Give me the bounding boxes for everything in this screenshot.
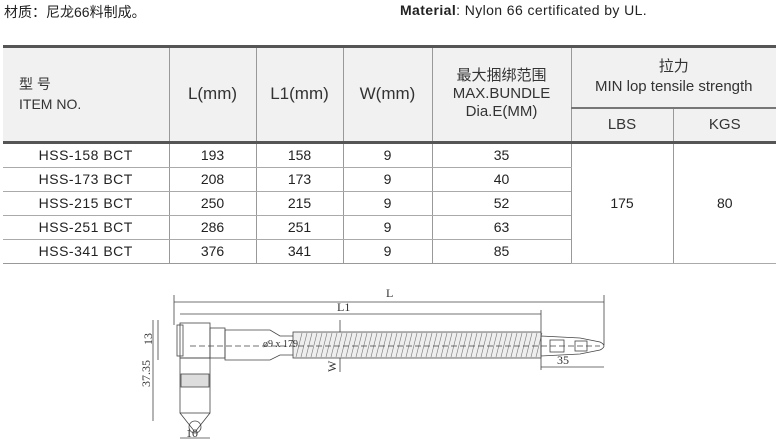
cell-W: 9	[342, 191, 433, 216]
material-chinese: 材质：尼龙66料制成。	[4, 4, 146, 20]
cell-L1: 158	[255, 142, 344, 168]
table-row: HSS-173 BCT 208 173 9 40	[3, 167, 776, 192]
cell-L1: 341	[255, 239, 344, 264]
cell-W: 9	[342, 215, 433, 240]
dim-35: 35	[557, 353, 569, 367]
header-W: W(mm)	[342, 45, 433, 142]
cell-L: 286	[168, 215, 257, 240]
table-row: HSS-158 BCT 193 158 9 35 175 80	[3, 142, 776, 264]
header-tensile: 拉力 MIN lop tensile strength	[570, 45, 776, 108]
cell-W: 9	[342, 142, 433, 168]
dim-L: L	[386, 286, 393, 300]
cell-E: 63	[431, 215, 571, 240]
cell-L: 376	[168, 239, 257, 264]
spec-table: 型 号 ITEM NO. L(mm) L1(mm) W(mm) 最大捆绑范围 MAX…	[3, 45, 776, 264]
cell-lbs: 175	[570, 142, 674, 264]
header-lbs: LBS	[571, 106, 674, 142]
header-kgs: KGS	[672, 106, 776, 142]
table-row: HSS-215 BCT 250 215 9 52	[3, 191, 776, 216]
cell-item: HSS-215 BCT	[3, 191, 170, 216]
cell-L1: 251	[255, 215, 344, 240]
dim-13: 13	[141, 333, 155, 345]
cell-item: HSS-158 BCT	[3, 142, 170, 168]
cell-item: HSS-341 BCT	[3, 239, 170, 264]
dim-10: 10	[186, 426, 198, 440]
dim-3735: 37.35	[139, 360, 153, 387]
cell-L: 250	[168, 191, 257, 216]
cell-L: 193	[168, 142, 257, 168]
cell-W: 9	[342, 167, 433, 192]
header-L1: L1(mm)	[255, 45, 344, 142]
table-row: HSS-251 BCT 286 251 9 63	[3, 215, 776, 240]
cell-L1: 215	[255, 191, 344, 216]
cell-L1: 173	[255, 167, 344, 192]
header-item: 型 号 ITEM NO.	[3, 45, 170, 142]
cell-item: HSS-251 BCT	[3, 215, 170, 240]
dim-hole: ø9 x 179	[263, 339, 298, 350]
material-english: Material: Nylon 66 certificated by UL.	[400, 2, 648, 18]
header-bundle: 最大捆绑范围 MAX.BUNDLE Dia.E(MM)	[431, 45, 572, 142]
cell-kgs: 80	[672, 142, 776, 264]
cell-E: 52	[431, 191, 571, 216]
dim-L1: L1	[337, 300, 350, 314]
table-row: HSS-341 BCT 376 341 9 85	[3, 239, 776, 264]
dim-W: W	[325, 360, 339, 372]
cell-item: HSS-173 BCT	[3, 167, 170, 192]
header-L: L(mm)	[168, 45, 257, 142]
cell-E: 35	[431, 142, 572, 168]
cell-E: 40	[431, 167, 571, 192]
cell-E: 85	[431, 239, 571, 264]
